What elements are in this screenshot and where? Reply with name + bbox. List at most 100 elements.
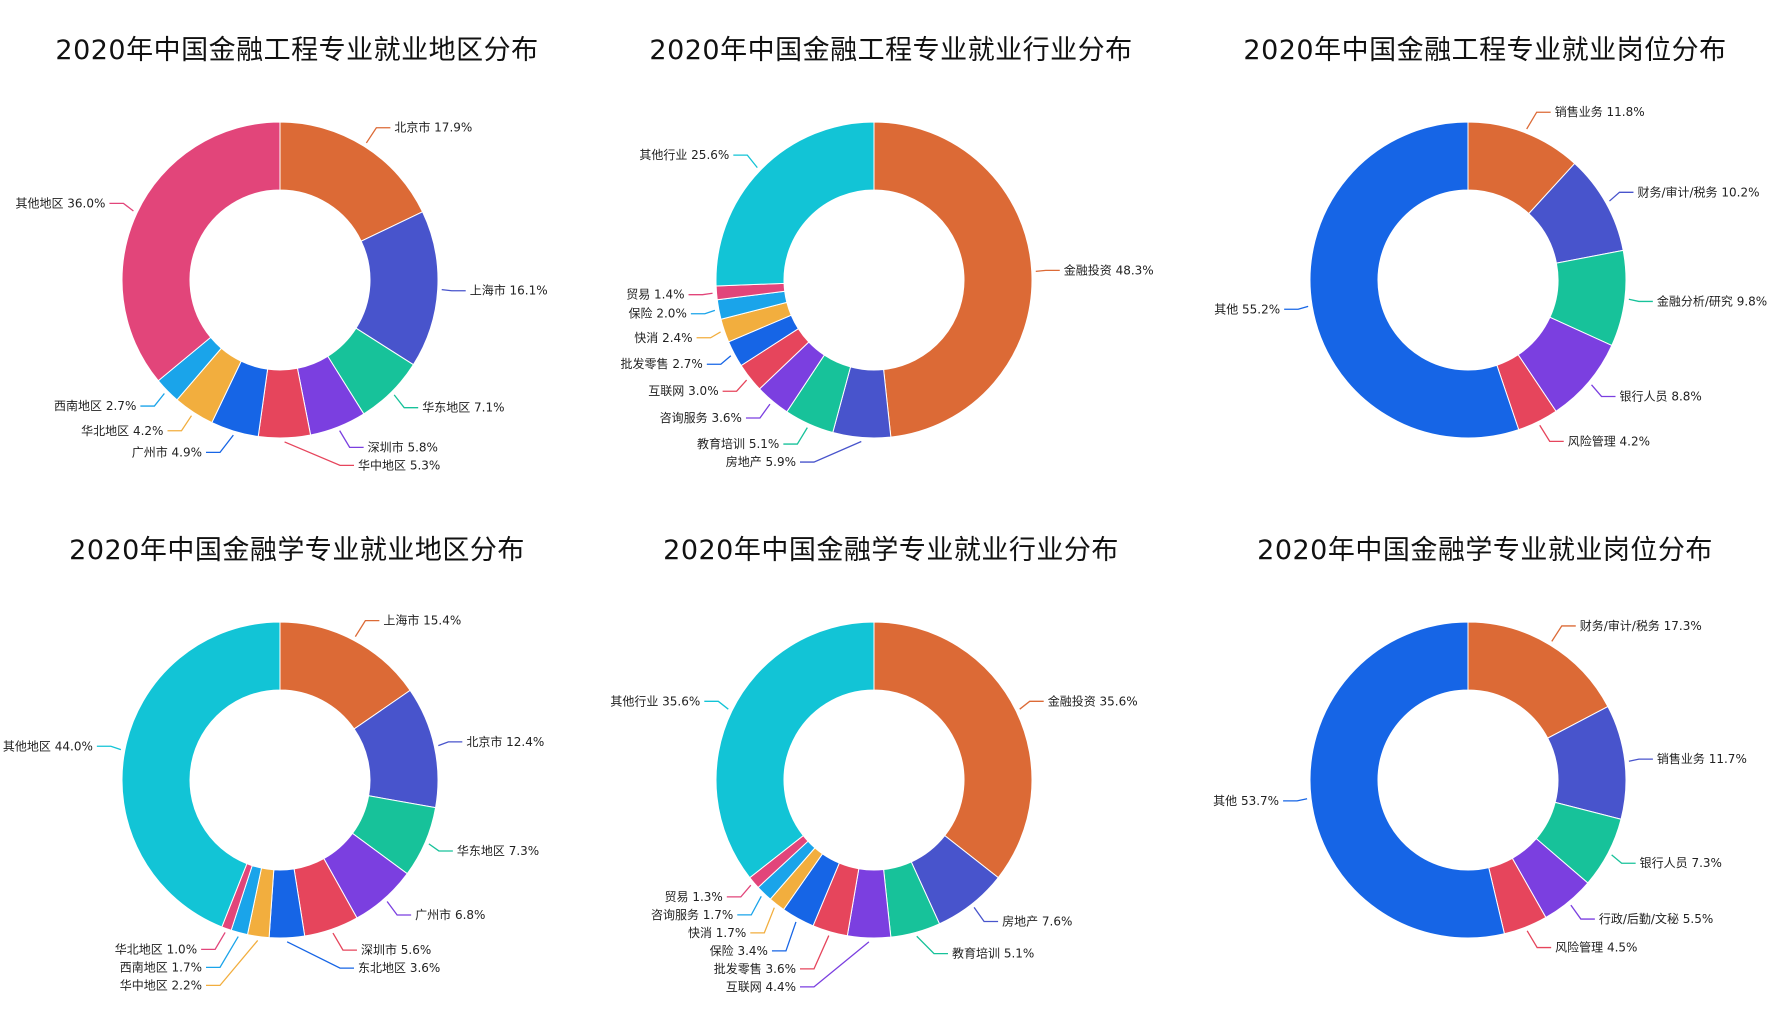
label-leader-line: [1019, 700, 1044, 710]
label-leader-line: [1611, 854, 1636, 864]
label-leader-line: [726, 884, 752, 898]
label-leader-line: [1570, 904, 1595, 920]
slice-5: [1309, 621, 1506, 939]
label-leader-line: [733, 154, 758, 169]
label-leader-line: [1591, 384, 1616, 398]
label-leader-line: [206, 936, 239, 969]
label-leader-line: [688, 292, 713, 296]
label-leader-line: [1539, 424, 1564, 443]
label-leader-line: [1628, 298, 1653, 303]
label-leader-line: [1035, 269, 1060, 272]
label-leader-line: [690, 309, 716, 315]
label-leader-line: [1628, 758, 1653, 762]
label-leader-line: [365, 127, 391, 144]
slice-0: [873, 121, 1033, 438]
label-leader-line: [438, 741, 463, 747]
slice-label: 批发零售 3.6%: [714, 961, 796, 976]
label-leader-line: [722, 379, 748, 392]
slice-label: 华中地区 5.3%: [358, 457, 440, 472]
label-leader-line: [916, 935, 948, 955]
label-leader-line: [706, 355, 732, 365]
slice-label: 其他地区 44.0%: [3, 739, 93, 753]
slice-label: 东北地区 3.6%: [358, 961, 440, 975]
slice-label: 金融分析/研究 9.8%: [1657, 293, 1767, 308]
slice-label: 保险 2.0%: [629, 306, 687, 321]
slice-label: 互联网 3.0%: [648, 384, 718, 398]
label-leader-line: [704, 700, 729, 710]
slice-label: 销售业务 11.7%: [1657, 751, 1747, 766]
label-leader-line: [1551, 625, 1576, 642]
slice-label: 风险管理 4.5%: [1555, 940, 1637, 955]
chart-panel-6: 2020年中国金融学专业就业岗位分布 财务/审计/税务 17.3% 销售业务 11…: [1188, 500, 1782, 1000]
slice-label: 其他行业 25.6%: [639, 148, 729, 162]
slice-label: 互联网 4.4%: [726, 980, 796, 994]
donut-chart: 上海市 15.4% 北京市 12.4% 华东地区 7.3% 广州市 6.8% 深圳市 5…: [3, 613, 544, 993]
label-leader-line: [96, 745, 122, 751]
chart-panel-3: 2020年中国金融工程专业就业岗位分布 销售业务 11.8% 财务/审计/税务 1…: [1188, 0, 1782, 500]
slice-label: 其他地区 36.0%: [15, 196, 105, 210]
label-leader-line: [286, 941, 354, 969]
slice-label: 教育培训 5.1%: [697, 436, 779, 451]
slice-0: [873, 621, 1033, 879]
label-leader-line: [800, 941, 870, 988]
label-leader-line: [696, 331, 721, 339]
slice-label: 其他 53.7%: [1213, 794, 1279, 808]
label-leader-line: [386, 901, 412, 916]
chart-panel-5: 2020年中国金融学专业就业行业分布 金融投资 35.6% 房地产 7.6% 教育培…: [594, 500, 1188, 1000]
slice-label: 保险 3.4%: [710, 943, 768, 958]
slice-label: 广州市 4.9%: [132, 444, 202, 459]
label-leader-line: [206, 434, 234, 454]
label-leader-line: [973, 907, 999, 923]
slice-label: 金融投资 48.3%: [1064, 262, 1154, 277]
label-leader-line: [140, 393, 165, 407]
label-leader-line: [1609, 191, 1634, 202]
slice-9: [715, 121, 875, 287]
slice-label: 上海市 16.1%: [470, 283, 548, 298]
chart-title: 2020年中国金融学专业就业岗位分布: [1257, 535, 1713, 566]
label-leader-line: [1526, 930, 1552, 949]
label-leader-line: [1526, 111, 1551, 130]
label-leader-line: [737, 896, 762, 916]
slice-label: 华东地区 7.1%: [422, 401, 504, 415]
label-leader-line: [783, 427, 808, 445]
donut-chart: 财务/审计/税务 17.3% 销售业务 11.7% 银行人员 7.3% 行政/后勤/文…: [1213, 618, 1747, 955]
slice-label: 西南地区 1.7%: [120, 959, 202, 974]
slice-label: 财务/审计/税务 17.3%: [1580, 618, 1702, 633]
chart-title: 2020年中国金融学专业就业地区分布: [69, 535, 525, 566]
donut-chart: 金融投资 35.6% 房地产 7.6% 教育培训 5.1% 互联网 4.4% 批发零售 …: [610, 621, 1138, 994]
slice-8: [121, 121, 281, 382]
chart-title: 2020年中国金融工程专业就业岗位分布: [1243, 35, 1727, 66]
slice-label: 销售业务 11.8%: [1555, 104, 1645, 119]
slice-9: [121, 621, 281, 928]
label-leader-line: [339, 430, 364, 449]
slice-label: 贸易 1.3%: [665, 890, 723, 904]
slice-label: 广州市 6.8%: [415, 907, 485, 922]
label-leader-line: [1284, 305, 1309, 310]
label-leader-line: [354, 620, 380, 637]
label-leader-line: [393, 394, 419, 409]
label-leader-line: [1283, 798, 1308, 802]
slice-label: 西南地区 2.7%: [54, 398, 136, 413]
chart-panel-4: 2020年中国金融学专业就业地区分布 上海市 15.4% 北京市 12.4% 华东地…: [0, 500, 594, 1000]
label-leader-line: [428, 843, 453, 852]
chart-title: 2020年中国金融学专业就业行业分布: [663, 535, 1119, 566]
label-leader-line: [109, 202, 134, 212]
chart-title: 2020年中国金融工程专业就业地区分布: [55, 35, 539, 66]
label-leader-line: [441, 289, 466, 292]
slice-9: [715, 621, 875, 879]
slice-label: 咨询服务 1.7%: [651, 907, 733, 922]
slice-label: 房地产 5.9%: [726, 454, 796, 469]
slice-5: [1309, 121, 1520, 439]
slice-label: 其他 55.2%: [1214, 302, 1280, 316]
donut-chart: 金融投资 48.3% 房地产 5.9% 教育培训 5.1% 咨询服务 3.6% 互联网 …: [621, 121, 1154, 469]
label-leader-line: [332, 932, 357, 951]
label-leader-line: [201, 932, 226, 951]
slice-label: 快消 2.4%: [634, 331, 692, 345]
slice-label: 华北地区 4.2%: [81, 424, 163, 438]
slice-label: 华中地区 2.2%: [120, 977, 202, 992]
slice-label: 房地产 7.6%: [1002, 914, 1072, 929]
slice-label: 华东地区 7.3%: [457, 844, 539, 858]
slice-label: 快消 1.7%: [688, 926, 746, 940]
slice-label: 批发零售 2.7%: [621, 356, 703, 371]
slice-label: 深圳市 5.6%: [361, 942, 431, 957]
